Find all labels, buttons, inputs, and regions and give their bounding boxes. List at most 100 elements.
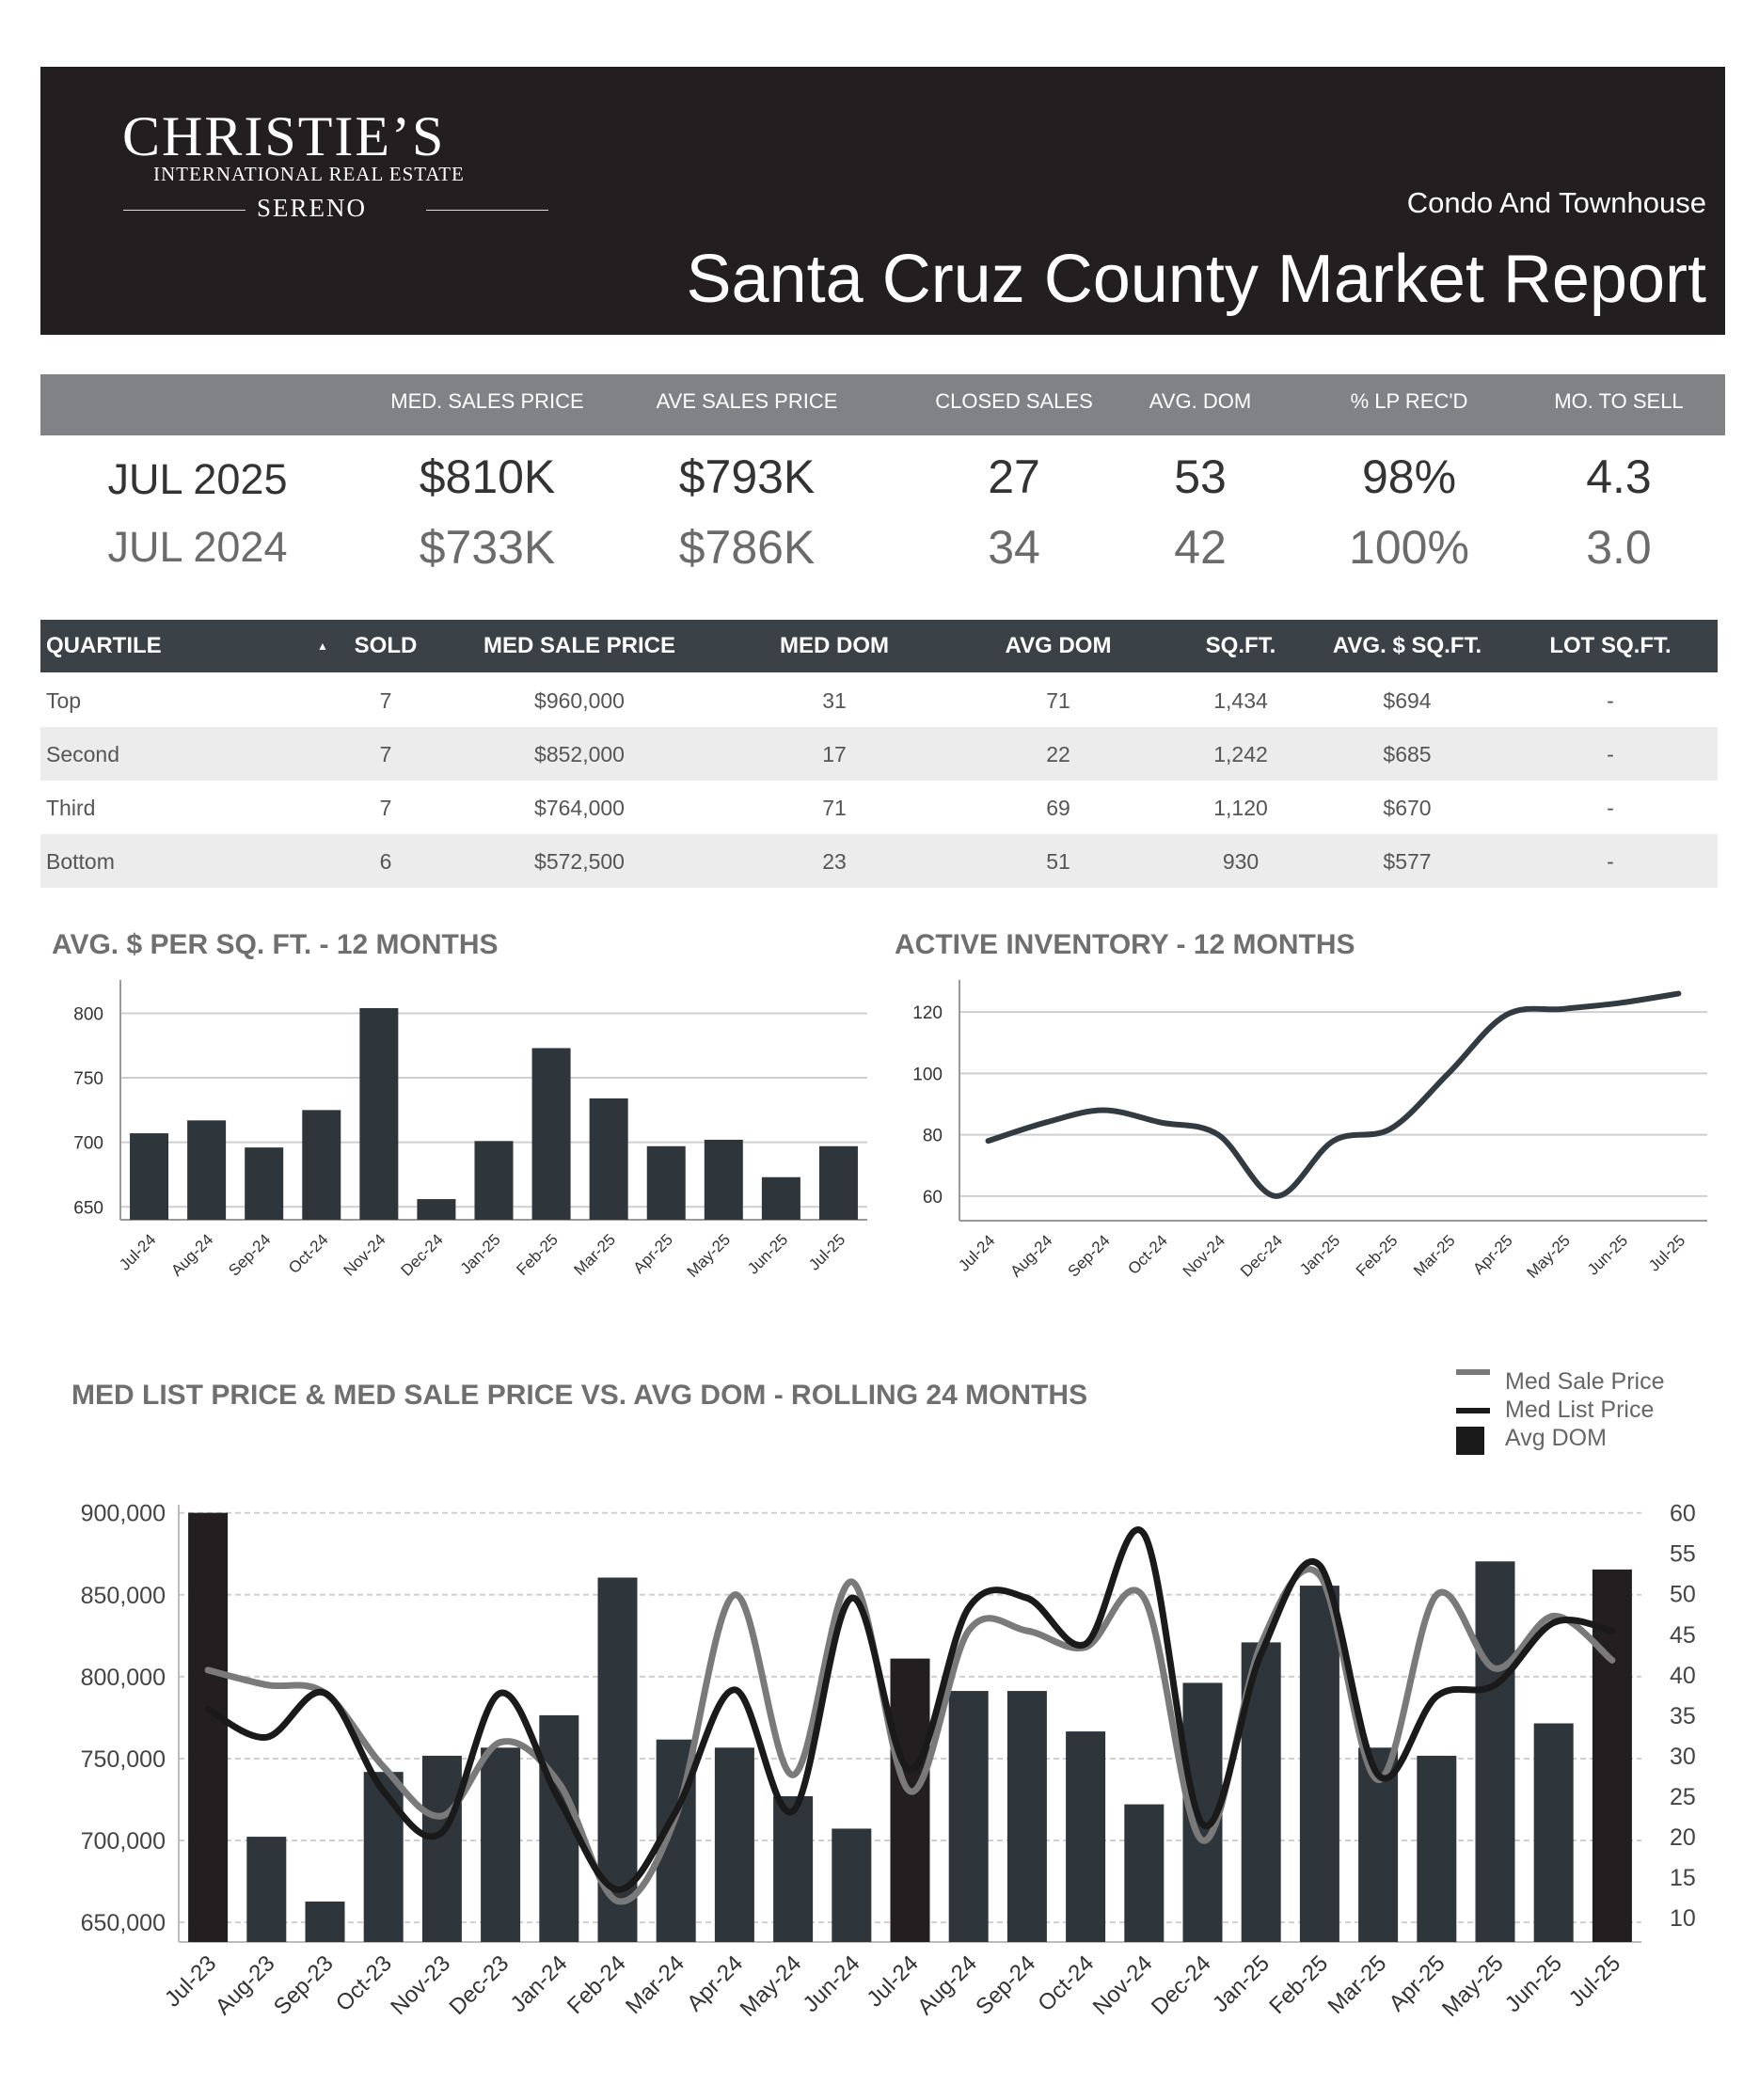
data-point (1562, 1007, 1565, 1010)
table-cell: 69 (1046, 796, 1070, 820)
table-cell: 930 (1222, 849, 1260, 874)
logo-wordmark: CHRISTIE’S (122, 105, 446, 167)
table-cell: - (1607, 849, 1614, 874)
y-tick-label: 700 (73, 1134, 103, 1154)
table-cell: 1,434 (1213, 688, 1268, 713)
y-tick-label: 650 (73, 1198, 103, 1218)
table-cell: 1,242 (1213, 742, 1268, 766)
summary-header: AVG. DOM (1149, 389, 1252, 413)
column-header-quartile[interactable]: QUARTILE (46, 633, 162, 658)
dom-bar (305, 1901, 345, 1942)
inventory-line (985, 990, 1682, 1199)
report-title: Santa Cruz County Market Report (686, 242, 1706, 317)
table-cell: Second (46, 742, 120, 766)
dom-bar (188, 1512, 229, 1942)
sort-ascending-icon[interactable]: ▲ (317, 639, 328, 653)
table-cell: $694 (1383, 688, 1432, 713)
x-tick-label: Aug-24 (912, 1950, 982, 2020)
x-tick-label: Jan-24 (506, 1950, 573, 2017)
dom-bar (363, 1772, 404, 1942)
x-tick-label: Jun-24 (799, 1950, 865, 2017)
logo-subline: INTERNATIONAL REAL ESTATE (153, 163, 465, 185)
med-sale-price-line (204, 1566, 1616, 1905)
x-tick-label: Aug-24 (167, 1230, 216, 1279)
column-header-avg-dom[interactable]: AVG DOM (1005, 633, 1112, 658)
summary-value: $786K (678, 521, 816, 574)
summary-value: 53 (1174, 450, 1227, 503)
column-header-avg-price-sqft[interactable]: AVG. $ SQ.FT. (1332, 633, 1482, 658)
x-tick-label: Nov-24 (1088, 1950, 1158, 2020)
dom-bar (246, 1837, 287, 1942)
y-right-tick-label: 40 (1670, 1663, 1696, 1689)
dom-bar (1006, 1691, 1047, 1942)
summary-value: 100% (1349, 521, 1469, 574)
x-tick-label: Nov-23 (386, 1950, 455, 2020)
y-right-tick-label: 15 (1670, 1865, 1696, 1891)
x-tick-label: Sep-24 (1065, 1231, 1114, 1280)
logo-rule-left (123, 210, 246, 211)
x-tick-label: Oct-24 (1124, 1231, 1171, 1278)
table-cell: 71 (1046, 688, 1070, 713)
data-point (1620, 1002, 1623, 1004)
table-row (40, 834, 1718, 888)
x-tick-label: Aug-23 (211, 1950, 280, 2020)
table-cell: $960,000 (534, 688, 625, 713)
summary-value: $810K (419, 450, 556, 503)
table-cell: $577 (1383, 849, 1432, 874)
x-tick-label: Mar-25 (570, 1230, 619, 1279)
chart-title-price-per-sqft: AVG. $ PER SQ. FT. - 12 MONTHS (52, 929, 499, 960)
y-tick-label: 120 (912, 1003, 943, 1023)
y-right-tick-label: 25 (1670, 1784, 1696, 1810)
table-cell: $670 (1383, 796, 1432, 820)
bar (761, 1176, 800, 1220)
table-cell: $572,500 (534, 849, 625, 874)
x-tick-label: Nov-24 (1180, 1231, 1228, 1280)
table-cell: 6 (379, 849, 392, 874)
x-tick-label: Oct-24 (285, 1230, 332, 1277)
column-header-sqft[interactable]: SQ.FT. (1205, 633, 1276, 658)
bar (589, 1098, 628, 1220)
dom-bar (832, 1828, 872, 1942)
table-row (40, 781, 1718, 834)
x-tick-label: Apr-25 (630, 1230, 677, 1277)
report-subtitle: Condo And Townhouse (1406, 186, 1706, 219)
chart-title-rolling-24: MED LIST PRICE & MED SALE PRICE VS. AVG … (71, 1380, 1088, 1411)
table-cell: 7 (379, 688, 392, 713)
y-tick-label: 60 (923, 1188, 943, 1208)
dom-bar (714, 1747, 754, 1942)
chart-title-active-inventory: ACTIVE INVENTORY - 12 MONTHS (895, 929, 1355, 960)
summary-value: 98% (1361, 450, 1457, 503)
table-cell: Bottom (46, 849, 115, 874)
x-tick-label: Jun-25 (1500, 1950, 1567, 2017)
y-left-tick-label: 850,000 (81, 1583, 166, 1609)
column-header-med-dom[interactable]: MED DOM (780, 633, 889, 658)
column-header-lot-sqft[interactable]: LOT SQ.FT. (1549, 633, 1672, 658)
table-cell: 23 (822, 849, 847, 874)
y-right-tick-label: 45 (1670, 1622, 1696, 1649)
table-cell: Third (46, 796, 96, 820)
x-tick-label: Apr-25 (1469, 1231, 1516, 1278)
x-tick-label: Nov-24 (340, 1230, 388, 1279)
x-tick-label: Jan-25 (457, 1230, 504, 1277)
dom-bar (948, 1691, 989, 1942)
x-tick-label: Jul-24 (116, 1230, 159, 1273)
x-tick-label: Feb-24 (563, 1950, 631, 2019)
x-tick-label: Jan-25 (1296, 1231, 1343, 1278)
legend-swatch-avg-dom (1456, 1427, 1484, 1455)
med-list-price-line (204, 1526, 1616, 1893)
y-tick-label: 80 (923, 1127, 943, 1146)
table-cell: $852,000 (534, 742, 625, 766)
bar (302, 1110, 341, 1220)
x-tick-label: May-25 (1523, 1231, 1574, 1282)
dom-bar (1066, 1731, 1106, 1942)
column-header-med-sale-price[interactable]: MED SALE PRICE (483, 633, 676, 658)
table-cell: Top (46, 688, 82, 713)
x-tick-label: Aug-24 (1006, 1231, 1055, 1280)
logo-rule-right (426, 210, 548, 211)
x-tick-label: Sep-24 (225, 1230, 274, 1279)
column-header-sold[interactable]: SOLD (354, 633, 418, 658)
legend-med-sale-price: Med Sale Price (1505, 1368, 1665, 1395)
data-point (1504, 1014, 1507, 1017)
y-left-tick-label: 750,000 (81, 1746, 166, 1773)
data-point (1447, 1072, 1450, 1075)
